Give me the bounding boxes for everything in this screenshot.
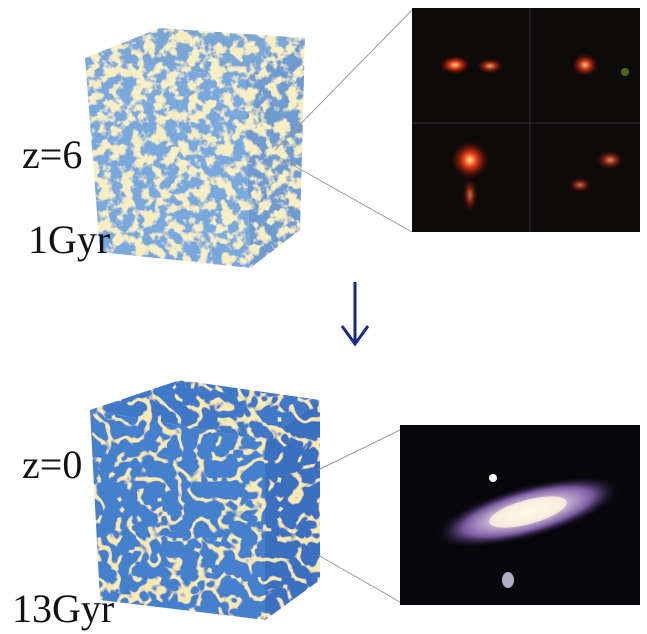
figure: z=6 1Gyr z=0 13Gyr [0, 0, 647, 634]
redshift-label: z=6 [22, 132, 82, 177]
age-label: 1Gyr [28, 217, 110, 262]
cube-z6 [85, 28, 305, 268]
cube-z0 [90, 380, 320, 620]
galaxy-image-z0 [400, 425, 640, 605]
time-arrow [342, 282, 368, 344]
age-label: 13Gyr [12, 586, 114, 631]
redshift-label: z=0 [22, 442, 82, 487]
galaxy-image-z6 [412, 8, 640, 232]
